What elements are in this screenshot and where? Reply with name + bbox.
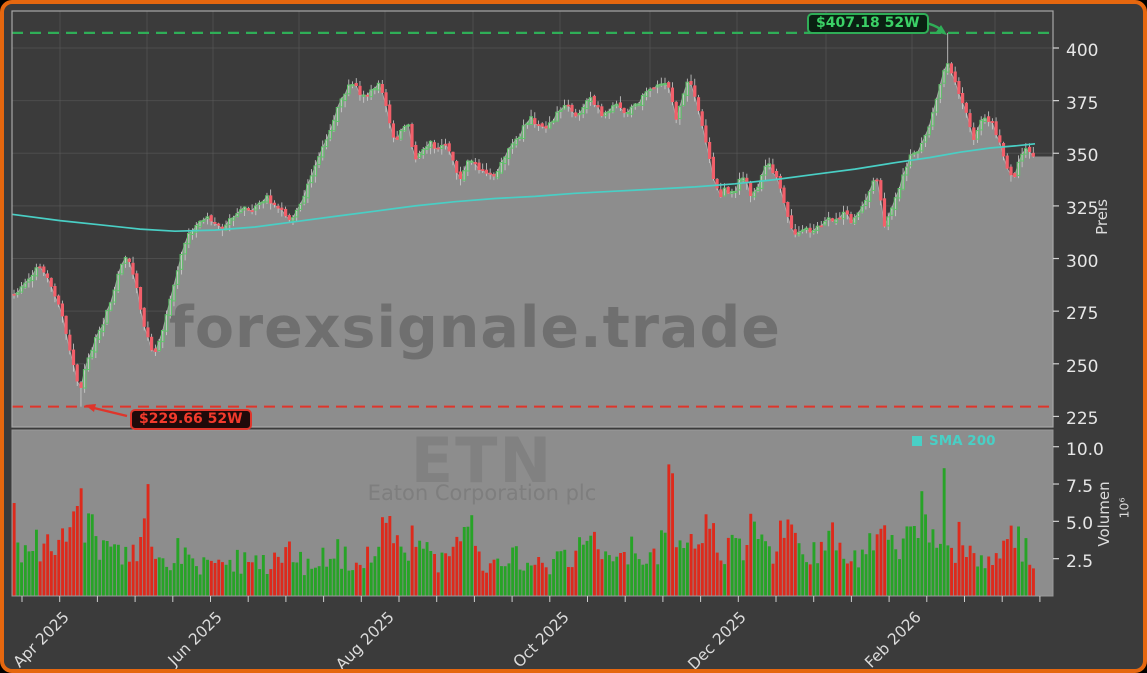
company-watermark: Eaton Corporation plc [368, 481, 597, 505]
sma-200-line [11, 142, 1036, 233]
x-axis-label: Oct 2025 [510, 608, 573, 669]
x-axis-label: Aug 2025 [332, 608, 398, 669]
x-axis-label: Dec 2025 [685, 608, 750, 669]
ticker-watermark: ETN [411, 424, 554, 497]
x-axis-label: Apr 2025 [10, 608, 73, 669]
x-axis-label: Jun 2025 [164, 608, 226, 669]
x-axis-label: Feb 2026 [861, 608, 925, 669]
site-watermark: forexsignale.trade [169, 295, 781, 361]
